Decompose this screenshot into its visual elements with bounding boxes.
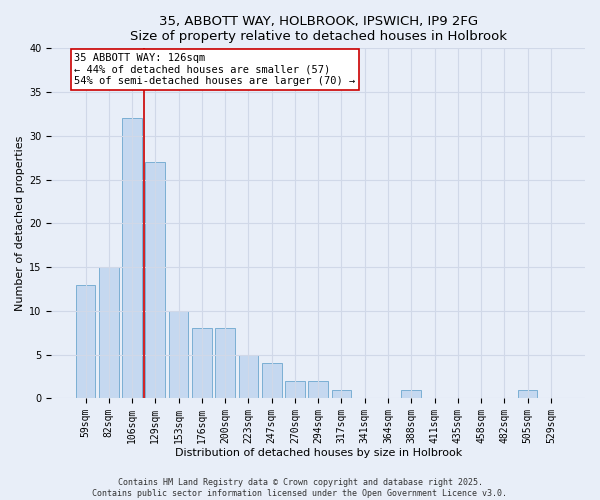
Bar [99, 267, 119, 398]
Bar [285, 381, 305, 398]
Bar [215, 328, 235, 398]
Text: 35 ABBOTT WAY: 126sqm
← 44% of detached houses are smaller (57)
54% of semi-deta: 35 ABBOTT WAY: 126sqm ← 44% of detached … [74, 52, 356, 86]
X-axis label: Distribution of detached houses by size in Holbrook: Distribution of detached houses by size … [175, 448, 462, 458]
Bar [262, 364, 281, 398]
Bar [239, 354, 258, 399]
Title: 35, ABBOTT WAY, HOLBROOK, IPSWICH, IP9 2FG
Size of property relative to detached: 35, ABBOTT WAY, HOLBROOK, IPSWICH, IP9 2… [130, 15, 506, 43]
Bar [145, 162, 165, 398]
Bar [401, 390, 421, 398]
Bar [332, 390, 352, 398]
Y-axis label: Number of detached properties: Number of detached properties [15, 136, 25, 311]
Bar [192, 328, 212, 398]
Bar [518, 390, 538, 398]
Text: Contains HM Land Registry data © Crown copyright and database right 2025.
Contai: Contains HM Land Registry data © Crown c… [92, 478, 508, 498]
Bar [76, 284, 95, 399]
Bar [308, 381, 328, 398]
Bar [169, 311, 188, 398]
Bar [122, 118, 142, 398]
